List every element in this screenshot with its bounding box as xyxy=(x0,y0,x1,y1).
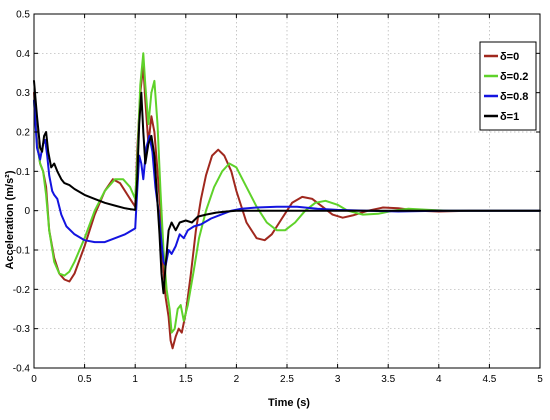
x-tick-label: 2 xyxy=(234,374,240,385)
y-tick-label: -0.3 xyxy=(13,324,31,335)
x-tick-label: 3.5 xyxy=(381,374,395,385)
legend-label: δ=0.8 xyxy=(500,91,528,103)
y-tick-label: 0.2 xyxy=(16,128,30,139)
x-tick-label: 4.5 xyxy=(482,374,496,385)
x-tick-label: 0.5 xyxy=(78,374,92,385)
y-tick-label: -0.2 xyxy=(13,285,31,296)
x-tick-label: 2.5 xyxy=(280,374,294,385)
series-layer xyxy=(33,52,541,350)
x-tick-label: 4 xyxy=(436,374,442,385)
y-tick-label: 0.5 xyxy=(16,10,30,21)
y-tick-label: 0.3 xyxy=(16,88,30,99)
legend-label: δ=0.2 xyxy=(500,71,528,83)
y-tick-label: -0.1 xyxy=(13,246,31,257)
x-tick-label: 3 xyxy=(335,374,341,385)
series-line-2 xyxy=(33,52,541,334)
x-axis-title: Time (s) xyxy=(268,397,310,409)
y-tick-label: 0 xyxy=(24,206,30,217)
y-tick-label: 0.1 xyxy=(16,167,30,178)
legend: δ=0 δ=0.2 δ=0.8 δ=1 xyxy=(479,41,537,131)
legend-label: δ=1 xyxy=(500,111,519,123)
x-tick-label: 1 xyxy=(132,374,138,385)
x-tick-label: 0 xyxy=(31,374,37,385)
y-tick-label: -0.4 xyxy=(13,364,31,375)
ticks: 0 0.5 1 1.5 2 2.5 3 3.5 4 4.5 5 -0.4 -0.3 -0.2 -0.1 0 0.… xyxy=(13,10,543,386)
y-axis-title: Acceleration (m/s²) xyxy=(4,170,16,269)
y-tick-label: 0.4 xyxy=(16,49,30,60)
x-tick-label: 5 xyxy=(537,374,543,385)
series-line-4 xyxy=(33,79,541,295)
x-tick-label: 1.5 xyxy=(179,374,193,385)
legend-label: δ=0 xyxy=(500,51,519,63)
series-line-3 xyxy=(33,99,541,267)
